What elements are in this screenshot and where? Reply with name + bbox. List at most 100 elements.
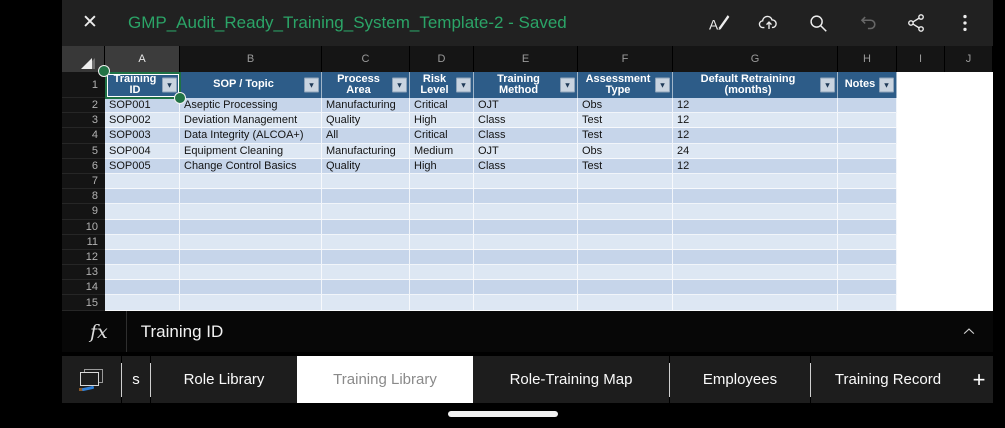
row-header-3[interactable]: 3 [62,113,105,129]
cell-D1[interactable]: Risk Level ▾ [410,72,474,98]
cell-D8[interactable] [410,189,474,205]
cell-E7[interactable] [474,173,578,190]
cell-F4[interactable]: Test [578,128,673,144]
cloud-upload-icon[interactable] [757,11,781,35]
filter-dropdown-icon[interactable]: ▾ [879,77,894,93]
formula-bar[interactable]: fx Training ID [62,311,993,352]
cell-B10[interactable] [180,219,322,235]
row-header-10[interactable]: 10 [62,219,105,235]
cell-H5[interactable] [838,143,897,159]
sheet-view-icon[interactable] [62,356,121,403]
cell-A8[interactable] [105,189,180,205]
cell-D3[interactable]: High [410,113,474,129]
cell-J15[interactable] [945,295,993,311]
column-header-a[interactable]: A [105,46,180,72]
column-header-h[interactable]: H [838,46,897,72]
cell-J11[interactable] [945,234,993,250]
cell-I3[interactable] [897,113,945,129]
cell-E15[interactable] [474,295,578,311]
cell-A12[interactable] [105,249,180,266]
row-header-13[interactable]: 13 [62,265,105,281]
cell-C14[interactable] [322,280,410,296]
cell-A15[interactable] [105,295,180,311]
cell-B4[interactable]: Data Integrity (ALCOA+) [180,128,322,144]
cell-A14[interactable] [105,280,180,296]
cell-J13[interactable] [945,265,993,281]
cell-H7[interactable] [838,173,897,190]
cell-J8[interactable] [945,189,993,205]
cell-G3[interactable]: 12 [673,113,838,129]
row-header-15[interactable]: 15 [62,295,105,311]
cell-F14[interactable] [578,280,673,296]
sheet-tab-s[interactable]: s [122,356,150,403]
cell-J2[interactable] [945,98,993,114]
cell-D2[interactable]: Critical [410,98,474,114]
cell-C6[interactable]: Quality [322,158,410,174]
cell-A9[interactable] [105,204,180,220]
cell-D14[interactable] [410,280,474,296]
row-header-1[interactable]: 1 [62,72,105,98]
cell-J1[interactable] [945,72,993,98]
cell-F10[interactable] [578,219,673,235]
cell-D6[interactable]: High [410,158,474,174]
cell-G5[interactable]: 24 [673,143,838,159]
cell-C1[interactable]: Process Area ▾ [322,72,410,98]
selection-handle-top-left[interactable] [98,65,110,77]
cell-G12[interactable] [673,249,838,266]
filter-dropdown-icon[interactable]: ▾ [655,77,670,93]
cell-H1[interactable]: Notes ▾ [838,72,897,98]
cell-J6[interactable] [945,158,993,174]
cell-C4[interactable]: All [322,128,410,144]
cell-G9[interactable] [673,204,838,220]
column-header-f[interactable]: F [578,46,673,72]
cell-I1[interactable] [897,72,945,98]
cell-F11[interactable] [578,234,673,250]
cell-G6[interactable]: 12 [673,158,838,174]
sheet-tab-training-record[interactable]: Training Record [811,356,965,403]
cell-G10[interactable] [673,219,838,235]
cell-A13[interactable] [105,265,180,281]
row-header-2[interactable]: 2 [62,98,105,114]
cell-G14[interactable] [673,280,838,296]
cell-C9[interactable] [322,204,410,220]
filter-dropdown-icon[interactable]: ▾ [162,77,177,93]
cell-C13[interactable] [322,265,410,281]
cell-A2[interactable]: SOP001 [105,98,180,114]
cell-A3[interactable]: SOP002 [105,113,180,129]
filter-dropdown-icon[interactable]: ▾ [560,77,575,93]
cell-I14[interactable] [897,280,945,296]
cell-B9[interactable] [180,204,322,220]
cell-D5[interactable]: Medium [410,143,474,159]
cell-E3[interactable]: Class [474,113,578,129]
cell-F15[interactable] [578,295,673,311]
cell-A1[interactable]: Training ID ▾ [105,72,180,98]
cell-E4[interactable]: Class [474,128,578,144]
cell-G4[interactable]: 12 [673,128,838,144]
cell-B7[interactable] [180,173,322,190]
cell-D9[interactable] [410,204,474,220]
cell-J7[interactable] [945,173,993,190]
cell-A7[interactable] [105,173,180,190]
cell-I5[interactable] [897,143,945,159]
cell-G1[interactable]: Default Retraining (months) ▾ [673,72,838,98]
cell-J9[interactable] [945,204,993,220]
row-header-6[interactable]: 6 [62,158,105,174]
close-icon[interactable]: ✕ [82,12,98,33]
cell-E13[interactable] [474,265,578,281]
cell-J12[interactable] [945,249,993,266]
edit-pen-icon[interactable]: A [708,11,732,35]
cell-I7[interactable] [897,173,945,190]
cell-J5[interactable] [945,143,993,159]
cell-C12[interactable] [322,249,410,266]
sheet-tab-training-library[interactable]: Training Library [297,356,473,403]
cell-C11[interactable] [322,234,410,250]
cell-C2[interactable]: Manufacturing [322,98,410,114]
cell-J10[interactable] [945,219,993,235]
cell-H12[interactable] [838,249,897,266]
column-header-e[interactable]: E [474,46,578,72]
cell-F2[interactable]: Obs [578,98,673,114]
cell-B11[interactable] [180,234,322,250]
cell-B3[interactable]: Deviation Management [180,113,322,129]
cell-H9[interactable] [838,204,897,220]
row-header-4[interactable]: 4 [62,128,105,144]
